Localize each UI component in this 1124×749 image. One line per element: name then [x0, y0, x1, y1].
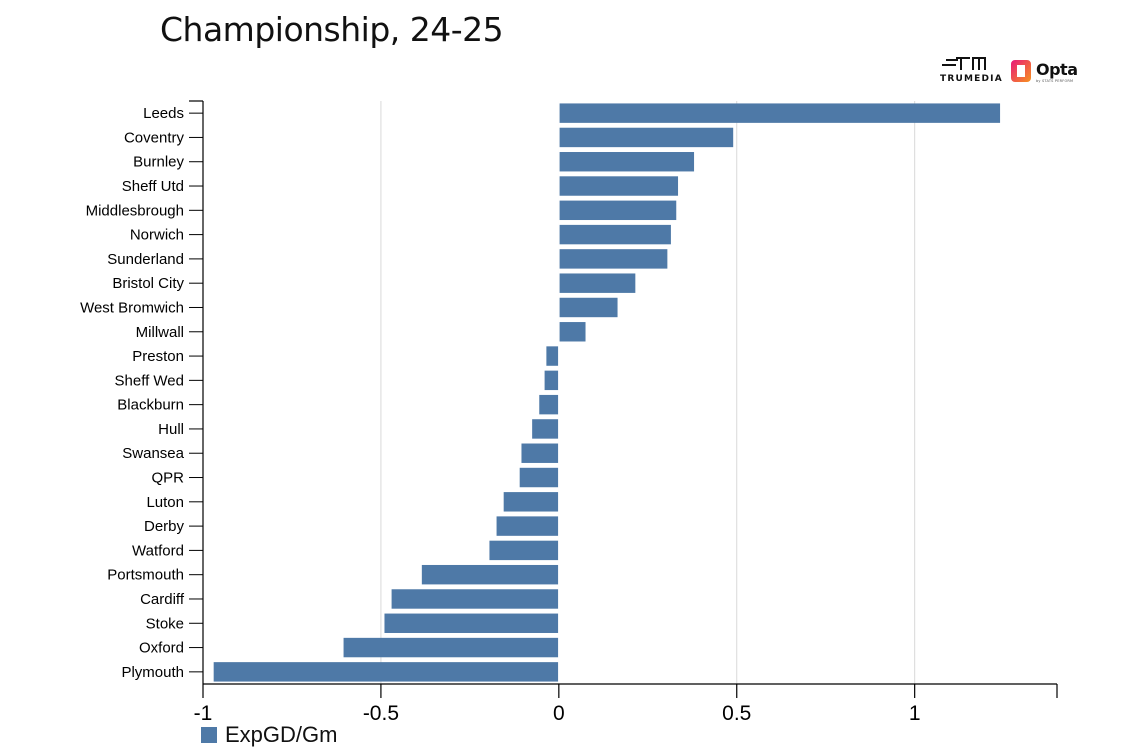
bar-luton [503, 492, 559, 512]
legend-swatch [201, 727, 217, 743]
x-tick-label: 0 [553, 702, 565, 725]
y-tick-label: Oxford [139, 640, 184, 657]
y-tick-label: Burnley [133, 154, 184, 171]
bar-hull [532, 419, 559, 439]
bar-sheff-wed [544, 370, 559, 391]
y-tick-label: QPR [151, 470, 184, 487]
y-tick-label: Sunderland [107, 251, 184, 268]
bar-cardiff [391, 589, 559, 609]
y-tick-label: Portsmouth [107, 567, 184, 584]
trumedia-logo-icon [942, 57, 986, 70]
bar-bristol-city [558, 273, 636, 293]
bar-portsmouth [421, 564, 559, 585]
x-tick-label: 0.5 [722, 702, 751, 725]
y-tick-label: Sheff Wed [115, 372, 185, 389]
y-tick-label: Stoke [146, 615, 184, 632]
x-tick-label: -1 [194, 702, 213, 725]
bar-plymouth [213, 662, 559, 682]
y-tick-label: Plymouth [121, 664, 184, 681]
x-tick-label: -0.5 [363, 702, 399, 725]
y-tick-label: Derby [144, 518, 185, 535]
bar-blackburn [539, 394, 559, 415]
trumedia-logo-text: TRUMEDIA [940, 74, 1003, 84]
opta-logo-text: Opta [1036, 60, 1078, 79]
opta-logo-subtext: by STATS PERFORM [1036, 79, 1074, 83]
bar-millwall [558, 322, 586, 342]
y-tick-label: Sheff Utd [122, 178, 184, 195]
bar-leeds [558, 103, 1001, 123]
bar-sheff-utd [558, 176, 679, 196]
y-tick-label: Cardiff [140, 591, 185, 608]
bar-stoke [384, 613, 559, 633]
brand-logos: TRUMEDIA Opta by STATS PERFORM [940, 56, 1090, 90]
bar-watford [489, 540, 559, 561]
bar-sunderland [558, 249, 668, 269]
bar-burnley [558, 152, 695, 172]
y-tick-label: Hull [158, 421, 184, 438]
y-tick-label: Luton [146, 494, 184, 511]
y-tick-label: Preston [132, 348, 184, 365]
bar-oxford [343, 637, 559, 658]
y-tick-label: Norwich [130, 227, 184, 244]
bar-west-bromwich [558, 297, 618, 318]
y-tick-label: Swansea [122, 445, 184, 462]
bar-norwich [558, 224, 671, 245]
x-tick-label: 1 [909, 702, 921, 725]
bar-derby [496, 516, 559, 536]
legend: ExpGD/Gm [201, 722, 337, 748]
bar-middlesbrough [558, 200, 677, 221]
y-tick-label: Leeds [143, 105, 184, 122]
y-tick-label: Blackburn [117, 397, 184, 414]
y-tick-label: Coventry [124, 129, 185, 146]
chart-title: Championship, 24-25 [160, 10, 504, 49]
opta-logo-icon [1011, 60, 1031, 82]
bar-preston [546, 346, 559, 366]
y-tick-label: Middlesbrough [86, 202, 184, 219]
y-tick-label: Millwall [136, 324, 184, 341]
y-tick-label: Bristol City [112, 275, 184, 292]
y-tick-label: West Bromwich [80, 299, 184, 316]
bar-qpr [519, 467, 559, 488]
bar-swansea [521, 443, 559, 463]
legend-label: ExpGD/Gm [225, 722, 338, 747]
bar-coventry [558, 127, 734, 148]
y-tick-label: Watford [132, 542, 184, 559]
